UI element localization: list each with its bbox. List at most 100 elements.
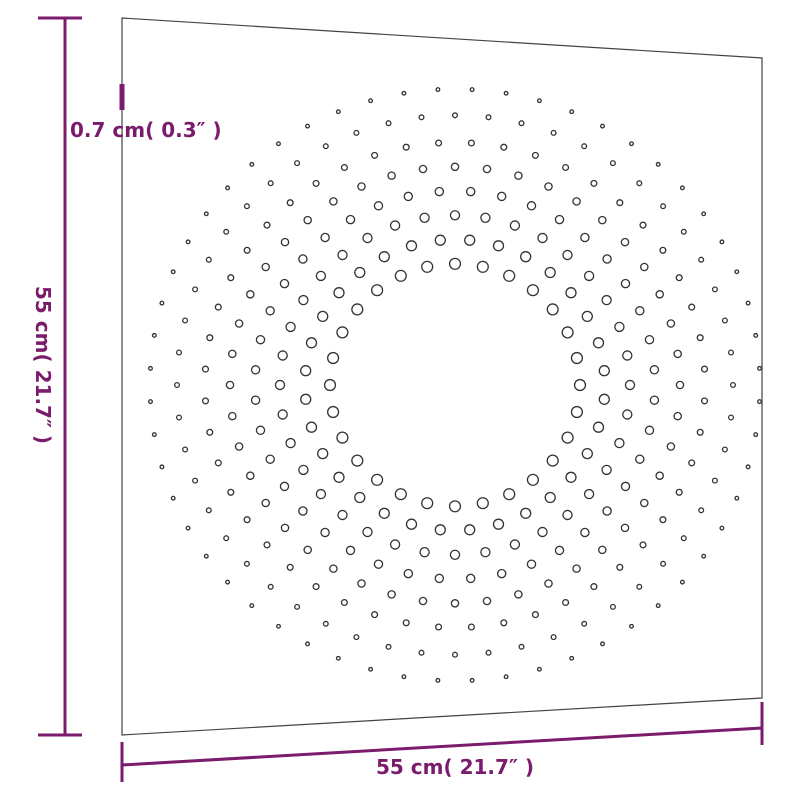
dot	[688, 303, 696, 311]
dot	[561, 326, 574, 339]
dot	[203, 553, 209, 559]
dot	[182, 317, 189, 324]
dot	[655, 161, 661, 167]
dot	[573, 378, 587, 392]
dot	[435, 623, 443, 631]
dot	[368, 98, 374, 104]
dot	[250, 395, 261, 405]
dot	[320, 527, 330, 538]
dot	[371, 151, 379, 159]
dot	[696, 428, 704, 436]
dot	[757, 365, 762, 371]
dot	[688, 459, 696, 467]
dot	[246, 290, 255, 299]
dot	[601, 294, 612, 306]
dot	[385, 120, 392, 127]
dot	[639, 541, 647, 549]
dot	[509, 220, 521, 231]
dot	[276, 141, 281, 147]
dot	[655, 471, 664, 480]
dot	[263, 541, 271, 549]
dot	[640, 498, 649, 508]
dot	[175, 349, 183, 356]
dot	[315, 270, 327, 282]
dot	[370, 284, 384, 297]
dot	[537, 232, 548, 244]
dot	[285, 437, 296, 449]
dot	[451, 112, 459, 119]
dot	[336, 431, 349, 444]
dot	[492, 518, 505, 530]
dot	[435, 677, 441, 683]
dot	[357, 182, 366, 191]
dot	[206, 334, 214, 342]
dot	[435, 87, 441, 93]
dot	[448, 257, 462, 270]
dot	[721, 446, 728, 453]
dot	[223, 535, 230, 542]
dot	[434, 524, 446, 536]
dot	[629, 141, 634, 147]
dot	[659, 516, 667, 524]
dot	[639, 221, 647, 229]
dot	[312, 583, 320, 591]
dot	[482, 164, 492, 174]
dot	[337, 509, 348, 521]
dot	[300, 393, 312, 405]
dot	[520, 507, 532, 519]
dot	[274, 379, 286, 391]
dot	[449, 549, 461, 560]
dot	[514, 171, 523, 180]
dot	[622, 409, 633, 420]
dot	[583, 270, 595, 282]
dot	[351, 303, 364, 316]
dot	[354, 266, 366, 279]
dot	[228, 411, 237, 421]
dot	[305, 123, 310, 129]
dot	[228, 349, 237, 359]
dot	[602, 506, 612, 516]
dot	[303, 215, 312, 225]
dot	[562, 509, 573, 521]
dot	[572, 564, 581, 573]
dot	[261, 262, 270, 272]
dot	[655, 290, 664, 299]
dot	[182, 446, 189, 453]
dot	[362, 526, 373, 538]
dot	[192, 286, 199, 293]
dot	[503, 269, 516, 282]
dot	[279, 278, 290, 289]
dot	[223, 228, 230, 235]
dot	[387, 171, 396, 180]
dot	[592, 421, 605, 433]
dot	[518, 120, 525, 127]
dot	[354, 491, 366, 504]
dot	[373, 559, 384, 569]
dot	[727, 414, 735, 421]
dot	[451, 651, 459, 658]
dot	[590, 583, 598, 591]
dot	[378, 507, 390, 519]
dimension-lines	[38, 16, 764, 782]
dot	[419, 547, 430, 558]
dot	[159, 300, 165, 306]
dot	[315, 488, 327, 500]
dot	[214, 459, 222, 467]
dot	[435, 139, 443, 147]
dot	[305, 641, 310, 647]
dot	[394, 269, 407, 282]
dot	[721, 317, 728, 324]
dot	[434, 234, 446, 246]
dot	[205, 507, 212, 514]
dot	[476, 497, 489, 510]
dot	[581, 620, 588, 627]
dot	[469, 677, 475, 683]
dot	[201, 397, 210, 405]
dot	[322, 143, 329, 150]
dot	[581, 447, 593, 460]
dot	[666, 442, 676, 451]
height-label: 55 cm( 21.7″ )	[31, 286, 55, 444]
dot	[503, 488, 516, 501]
dot	[265, 454, 275, 464]
dot	[620, 481, 631, 492]
